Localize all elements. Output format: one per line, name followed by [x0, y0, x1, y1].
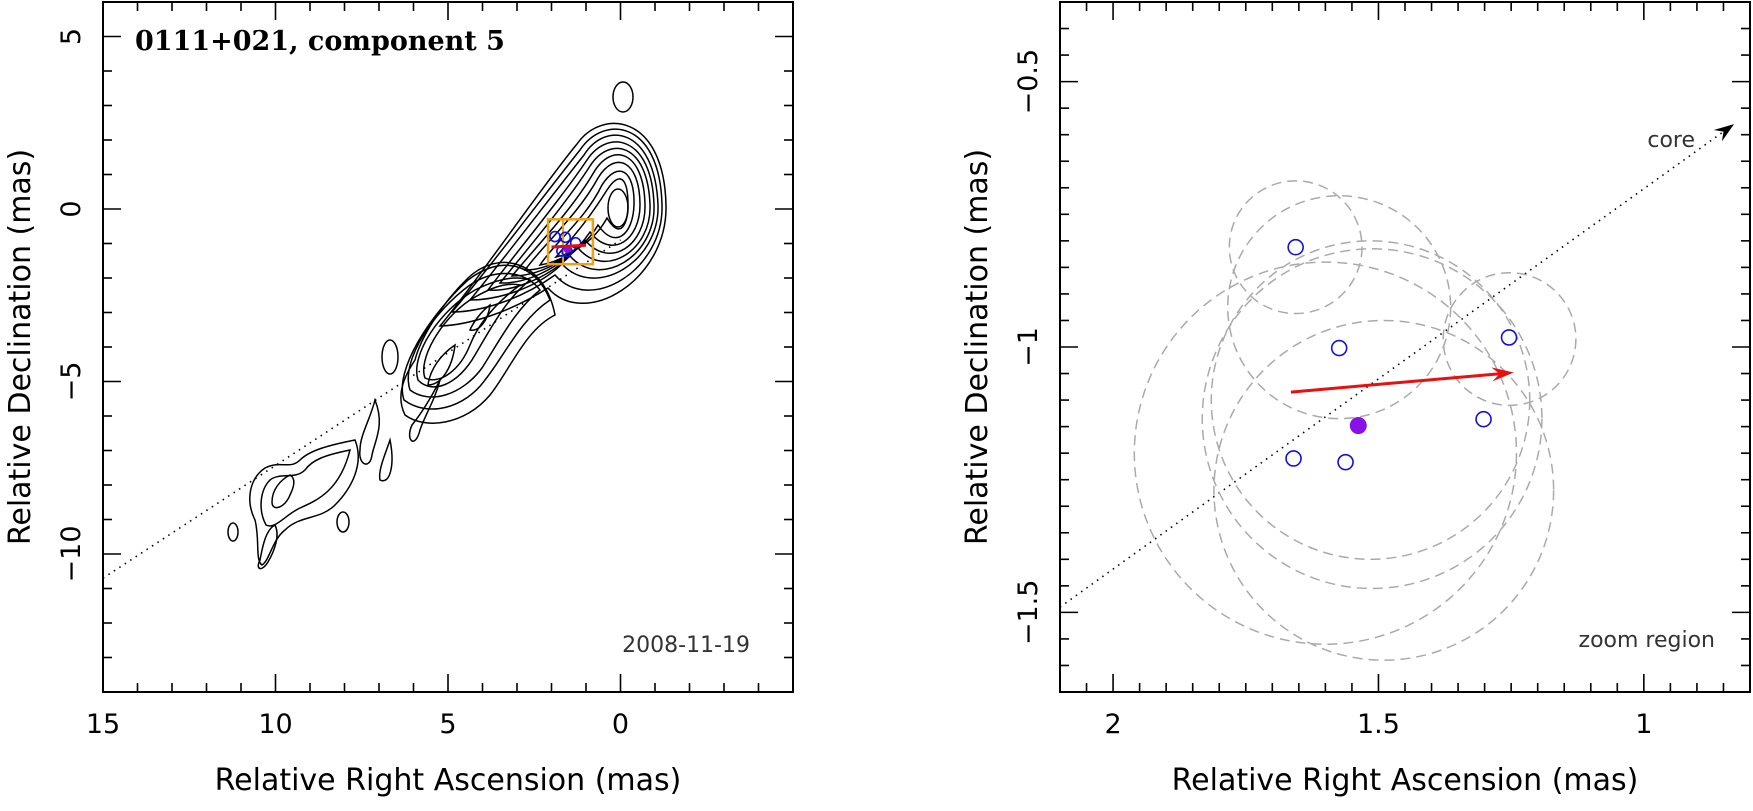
plot-title: 0111+021, component 5: [135, 26, 505, 57]
component-position: [559, 231, 572, 244]
y-tick-label: 5: [56, 28, 87, 45]
jet-contour: [468, 134, 659, 301]
jet-contour: [407, 272, 542, 398]
x-tick-label: 2: [1104, 709, 1121, 740]
jet-contour: [486, 141, 655, 291]
contour-map: [227, 81, 667, 570]
error-ellipse: [1210, 240, 1531, 561]
y-axis-label: Relative Declination (mas): [960, 149, 995, 545]
error-ellipses: [1133, 180, 1577, 661]
component-position: [1500, 329, 1518, 346]
isolated-contour: [612, 81, 634, 113]
y-tick-label: −0.5: [1013, 49, 1044, 115]
jet-contour: [423, 283, 522, 381]
error-ellipse: [1226, 194, 1452, 420]
jet-contour: [257, 523, 278, 570]
right-panel: 2 1.5 1 −0.5 −1 −1.5 core zoom region Relativ…: [960, 1, 1751, 798]
jet-contour: [336, 511, 350, 533]
error-ellipse: [1213, 319, 1555, 661]
jet-contour: [498, 147, 651, 284]
jet-contour: [400, 261, 556, 424]
zoom-region-label: zoom region: [1579, 628, 1715, 653]
jet-contour: [510, 154, 646, 277]
x-tick-label: 1: [1635, 709, 1652, 740]
y-tick-label: −1: [1013, 327, 1044, 367]
right-ticks: [1059, 1, 1751, 693]
core-direction-arrow: [1713, 124, 1735, 142]
left-panel: 15 10 5 0 5 0 −5 −10: [3, 1, 794, 798]
component-position: [549, 230, 561, 243]
left-tick-labels: 15 10 5 0 5 0 −5 −10: [56, 28, 629, 740]
jet-contour: [359, 397, 380, 465]
x-axis-label: Relative Right Ascension (mas): [1172, 763, 1639, 798]
motion-vector-arrow: [1290, 367, 1514, 394]
jet-axis-line: [1060, 123, 1735, 608]
x-tick-label: 5: [439, 709, 456, 740]
x-tick-label: 15: [86, 709, 120, 740]
y-axis-label: Relative Declination (mas): [3, 149, 38, 545]
x-tick-label: 1.5: [1357, 709, 1400, 740]
jet-contour: [438, 122, 667, 327]
error-ellipse: [1228, 180, 1363, 315]
jet-contour: [381, 339, 399, 375]
component-position: [1475, 410, 1492, 428]
right-plot-frame: [1059, 1, 1751, 693]
jet-contour: [227, 522, 239, 542]
jet-contour: [249, 439, 359, 566]
y-tick-label: −5: [56, 362, 87, 402]
error-ellipse: [1201, 248, 1543, 590]
jet-contour: [378, 437, 393, 482]
component-position: [1337, 453, 1354, 471]
knot-contour: [427, 343, 456, 386]
epoch-date: 2008-11-19: [622, 633, 750, 658]
jet-contour: [450, 128, 663, 313]
x-tick-label: 0: [612, 709, 629, 740]
component-position: [1287, 238, 1304, 256]
knot-contour: [468, 303, 491, 331]
jet-contour: [401, 264, 551, 410]
jet-contour: [538, 170, 635, 266]
left-ticks: [102, 1, 794, 693]
component-5-overlay: [546, 218, 595, 266]
core-label: core: [1647, 128, 1695, 153]
y-tick-label: 0: [56, 200, 87, 217]
jet-contour: [523, 161, 641, 271]
error-ellipse: [1442, 271, 1577, 407]
component-positions: [1285, 238, 1518, 471]
mean-position-marker: [1349, 417, 1367, 435]
core-contour: [607, 188, 629, 228]
component-position: [1285, 450, 1302, 467]
left-plot-frame: [102, 1, 794, 693]
y-tick-label: −10: [56, 526, 87, 583]
jet-contour: [415, 277, 532, 388]
error-ellipse: [1133, 261, 1518, 645]
jet-contour: [271, 474, 295, 509]
x-tick-label: 10: [258, 709, 292, 740]
x-axis-label: Relative Right Ascension (mas): [215, 763, 682, 798]
component-position: [1330, 339, 1348, 357]
component-motion-arrow: [551, 243, 587, 249]
right-tick-labels: 2 1.5 1 −0.5 −1 −1.5: [1013, 49, 1652, 740]
jet-contour: [408, 379, 441, 442]
y-tick-label: −1.5: [1013, 580, 1044, 646]
jet-contour: [260, 449, 352, 527]
component-position: [569, 237, 582, 249]
